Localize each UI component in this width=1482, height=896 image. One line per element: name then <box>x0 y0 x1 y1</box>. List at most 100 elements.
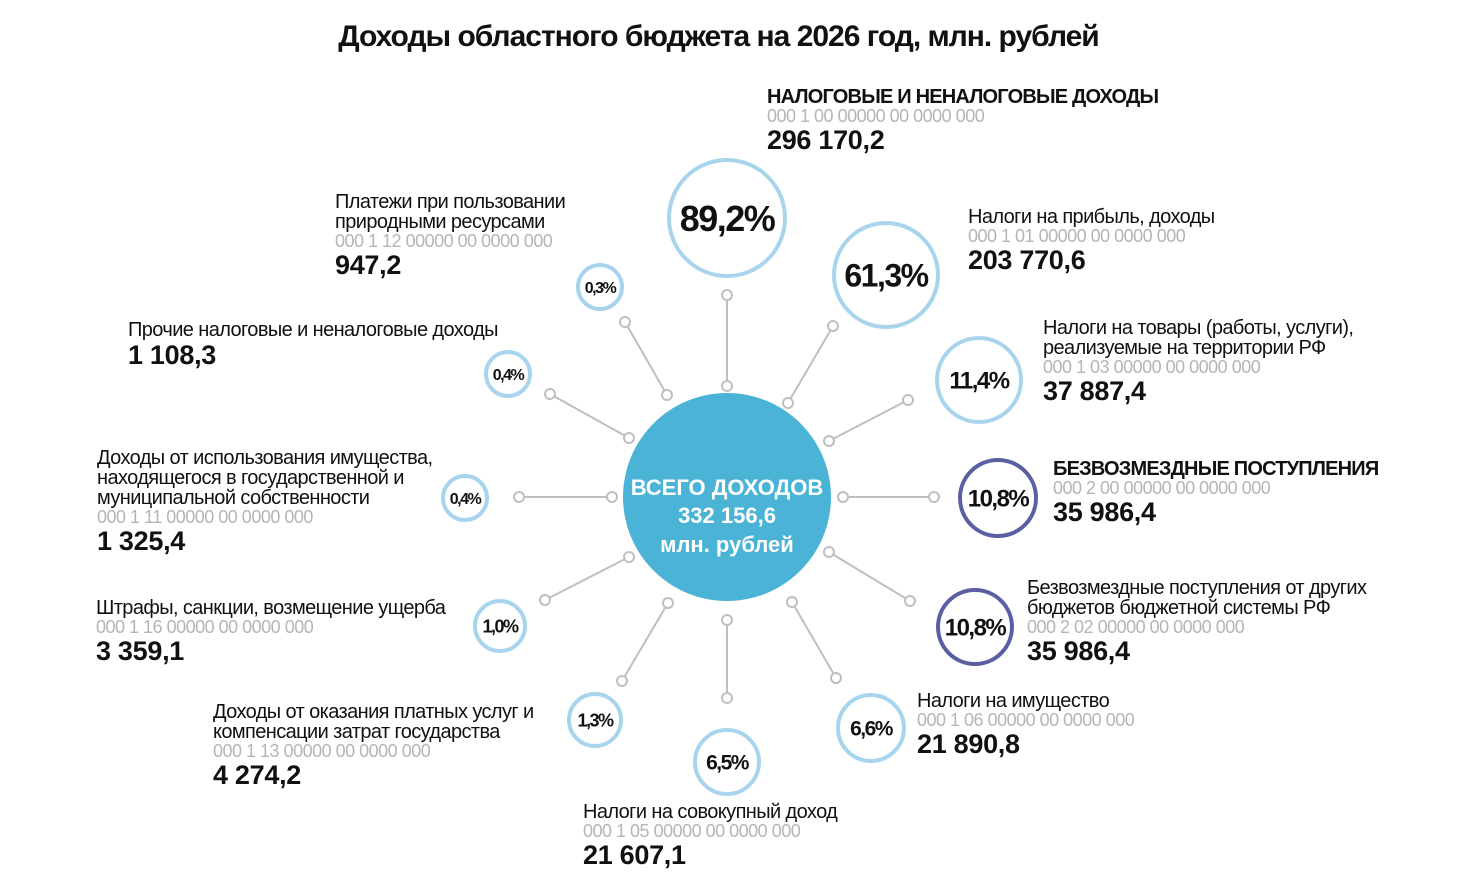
spoke-paid-services <box>621 602 669 682</box>
spoke-node-outer-natural <box>619 316 631 328</box>
bubble-ring <box>484 350 532 398</box>
item-value: 1 108,3 <box>128 340 216 370</box>
item-name-line: Налоги на товары (работы, услуги), <box>1043 317 1354 339</box>
bubble-ring <box>473 599 527 653</box>
item-value: 1 325,4 <box>97 526 185 556</box>
bubble-ring <box>958 458 1038 538</box>
item-name: Налоги на совокупный доход <box>583 801 838 823</box>
item-code: 000 1 00 00000 00 0000 000 <box>767 106 985 126</box>
label-paid-services: Доходы от оказания платных услуг и компе… <box>213 702 534 790</box>
item-code: 000 1 05 00000 00 0000 000 <box>583 821 801 841</box>
spoke-profit <box>787 325 834 404</box>
spoke-node-inner-tax-nontax <box>721 380 733 392</box>
bubble-profit: 61,3% <box>832 221 940 329</box>
item-name-line: находящегося в государственной и <box>97 467 404 489</box>
spoke-node-outer-property-tax <box>830 672 842 684</box>
label-other: Прочие налоговые и неналоговые доходы 1 … <box>128 319 499 370</box>
bubble-ring <box>567 692 623 748</box>
bubble-fines: 1,0% <box>473 599 527 653</box>
spoke-fines <box>544 556 630 601</box>
spoke-node-inner-natural <box>661 389 673 401</box>
label-natural: Платежи при пользовании природными ресур… <box>335 191 566 280</box>
spoke-node-inner-fines <box>623 551 635 563</box>
label-property-use: Доходы от использования имущества, наход… <box>97 447 433 556</box>
bubble-gratuitous: 10,8% <box>958 458 1038 538</box>
item-name: Налоги на прибыль, доходы <box>968 206 1215 228</box>
item-name-line: Доходы от использования имущества, <box>97 447 433 469</box>
label-gratuitous-budgets: Безвозмездные поступления от других бюдж… <box>1027 577 1367 666</box>
spoke-gratuitous-budgets <box>828 551 911 602</box>
item-code: 000 1 13 00000 00 0000 000 <box>213 741 431 761</box>
bubble-percent: 1,0% <box>482 616 519 636</box>
bubble-gratuitous-budgets: 10,8% <box>936 588 1014 666</box>
bubble-percent: 61,3% <box>844 258 928 294</box>
item-value: 947,2 <box>335 250 402 280</box>
spoke-node-outer-goods <box>902 394 914 406</box>
item-code: 000 1 03 00000 00 0000 000 <box>1043 357 1261 377</box>
item-value: 3 359,1 <box>96 636 184 666</box>
spoke-natural <box>624 321 668 396</box>
item-value: 4 274,2 <box>213 760 301 790</box>
bubble-percent: 0,4% <box>450 491 482 508</box>
spoke-node-inner-profit <box>782 397 794 409</box>
spoke-property-tax <box>791 601 837 679</box>
bubble-percent: 6,6% <box>850 718 894 741</box>
spoke-node-inner-gratuitous <box>837 491 849 503</box>
item-value: 35 986,4 <box>1053 497 1156 527</box>
item-value: 21 890,8 <box>917 729 1020 759</box>
item-value: 37 887,4 <box>1043 376 1146 406</box>
spoke-node-outer-profit <box>827 320 839 332</box>
item-name: НАЛОГОВЫЕ И НЕНАЛОГОВЫЕ ДОХОДЫ <box>767 86 1159 108</box>
bubble-ring <box>836 693 906 763</box>
item-value: 21 607,1 <box>583 840 686 870</box>
bubble-property-tax: 6,6% <box>836 693 906 763</box>
page-title: Доходы областного бюджета на 2026 год, м… <box>338 20 1099 53</box>
item-name: БЕЗВОЗМЕЗДНЫЕ ПОСТУПЛЕНИЯ <box>1053 458 1379 480</box>
label-fines: Штрафы, санкции, возмещение ущерба 000 1… <box>96 597 446 666</box>
bubble-percent: 6,5% <box>706 752 750 775</box>
bubble-tax-nontax: 89,2% <box>667 158 787 278</box>
item-name-line: природными ресурсами <box>335 211 545 233</box>
spoke-node-outer-paid-services <box>616 675 628 687</box>
center-unit: млн. рублей <box>660 532 794 557</box>
item-value: 296 170,2 <box>767 125 885 155</box>
spoke-node-outer-aggregate <box>721 692 733 704</box>
bubble-goods: 11,4% <box>935 336 1023 424</box>
label-profit: Налоги на прибыль, доходы 000 1 01 00000… <box>968 207 1215 275</box>
item-name-line: Доходы от оказания платных услуг и <box>213 701 534 723</box>
spoke-node-outer-fines <box>539 594 551 606</box>
item-name-line: компенсации затрат государства <box>213 721 500 743</box>
spoke-node-inner-gratuitous-budgets <box>823 546 835 558</box>
label-goods: Налоги на товары (работы, услуги), реали… <box>1043 317 1354 406</box>
item-name-line: Платежи при пользовании <box>335 191 566 213</box>
item-code: 000 2 00 00000 00 0000 000 <box>1053 478 1271 498</box>
item-name: Прочие налоговые и неналоговые доходы <box>128 319 499 341</box>
spoke-node-outer-property-use <box>513 491 525 503</box>
item-name: Штрафы, санкции, возмещение ущерба <box>96 597 446 619</box>
item-code: 000 1 06 00000 00 0000 000 <box>917 710 1135 730</box>
spoke-node-inner-property-use <box>606 491 618 503</box>
bubble-ring <box>576 263 624 311</box>
item-name-line: Безвозмездные поступления от других <box>1027 577 1367 599</box>
center-total: 332 156,6 <box>678 503 776 528</box>
bubble-percent: 0,4% <box>493 367 525 384</box>
spoke-node-outer-other <box>544 388 556 400</box>
bubble-natural: 0,3% <box>576 263 624 311</box>
label-gratuitous: БЕЗВОЗМЕЗДНЫЕ ПОСТУПЛЕНИЯ 000 2 00 00000… <box>1053 458 1379 527</box>
spoke-goods <box>828 399 909 442</box>
bubble-ring <box>936 588 1014 666</box>
center-title: ВСЕГО ДОХОДОВ <box>631 475 824 500</box>
spoke-node-outer-gratuitous <box>928 491 940 503</box>
bubble-aggregate: 6,5% <box>693 728 761 796</box>
item-name: Налоги на имущество <box>917 690 1110 712</box>
spoke-node-inner-paid-services <box>662 597 674 609</box>
bubble-paid-services: 1,3% <box>567 692 623 748</box>
bubble-percent: 0,3% <box>585 280 617 297</box>
bubble-ring <box>693 728 761 796</box>
spoke-node-outer-tax-nontax <box>721 289 733 301</box>
item-name-line: реализуемые на территории РФ <box>1043 337 1326 359</box>
item-name-line: муниципальной собственности <box>97 487 370 509</box>
item-code: 000 1 16 00000 00 0000 000 <box>96 617 314 637</box>
spoke-node-inner-other <box>623 432 635 444</box>
